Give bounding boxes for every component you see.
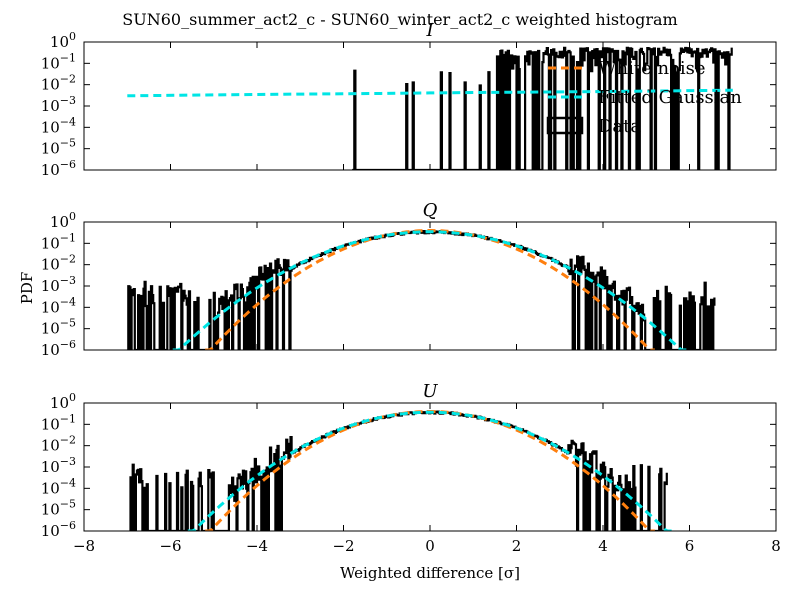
legend-label: Fitted Gaussian	[598, 87, 742, 108]
fitted-gaussian-line	[187, 410, 673, 531]
x-tick-label: 2	[512, 537, 522, 555]
panel-title: U	[422, 381, 438, 402]
y-tick-label: 10−6	[41, 158, 76, 179]
y-tick-label: 10−3	[41, 455, 76, 476]
y-tick-label: 100	[50, 210, 76, 231]
x-tick-label: −4	[246, 537, 268, 555]
y-tick-label: 10−3	[41, 94, 76, 115]
y-tick-label: 100	[50, 391, 76, 412]
y-tick-label: 10−2	[41, 253, 76, 274]
y-tick-label: 10−6	[41, 519, 76, 540]
legend-label: Data	[598, 116, 641, 137]
x-tick-label: −8	[73, 537, 95, 555]
y-tick-label: 10−5	[41, 498, 76, 519]
y-axis-label: PDF	[18, 272, 36, 305]
x-tick-label: 4	[598, 537, 608, 555]
y-tick-label: 10−5	[41, 137, 76, 158]
y-tick-label: 100	[50, 30, 76, 51]
y-tick-label: 10−1	[41, 412, 76, 433]
legend-swatch-data	[546, 116, 584, 135]
x-axis-label: Weighted difference [σ]	[340, 564, 520, 582]
x-tick-label: 0	[425, 537, 435, 555]
legend: White noise Fitted Gaussian Data	[546, 58, 742, 137]
x-tick-label: 6	[685, 537, 695, 555]
x-tick-label: −2	[332, 537, 354, 555]
y-tick-label: 10−4	[41, 295, 76, 316]
y-tick-label: 10−4	[41, 115, 76, 136]
y-tick-label: 10−5	[41, 317, 76, 338]
panel-title: I	[425, 20, 434, 41]
y-tick-label: 10−4	[41, 476, 76, 497]
y-tick-label: 10−3	[41, 274, 76, 295]
x-tick-label: −6	[159, 537, 181, 555]
data-histogram	[127, 230, 716, 350]
y-tick-label: 10−1	[41, 231, 76, 252]
plot-area	[127, 229, 716, 350]
plot-area	[129, 410, 673, 531]
data-histogram	[352, 46, 733, 170]
y-tick-label: 10−2	[41, 434, 76, 455]
legend-label: White noise	[598, 58, 706, 79]
fitted-gaussian-line	[127, 88, 733, 98]
y-tick-label: 10−2	[41, 73, 76, 94]
suptitle: SUN60_summer_act2_c - SUN60_winter_act2_…	[122, 10, 677, 29]
y-tick-label: 10−1	[41, 51, 76, 72]
panel-title: Q	[423, 200, 438, 221]
fitted-gaussian-line	[172, 230, 688, 350]
plot-area	[127, 46, 733, 170]
x-tick-label: 8	[771, 537, 781, 555]
y-tick-label: 10−6	[41, 338, 76, 359]
